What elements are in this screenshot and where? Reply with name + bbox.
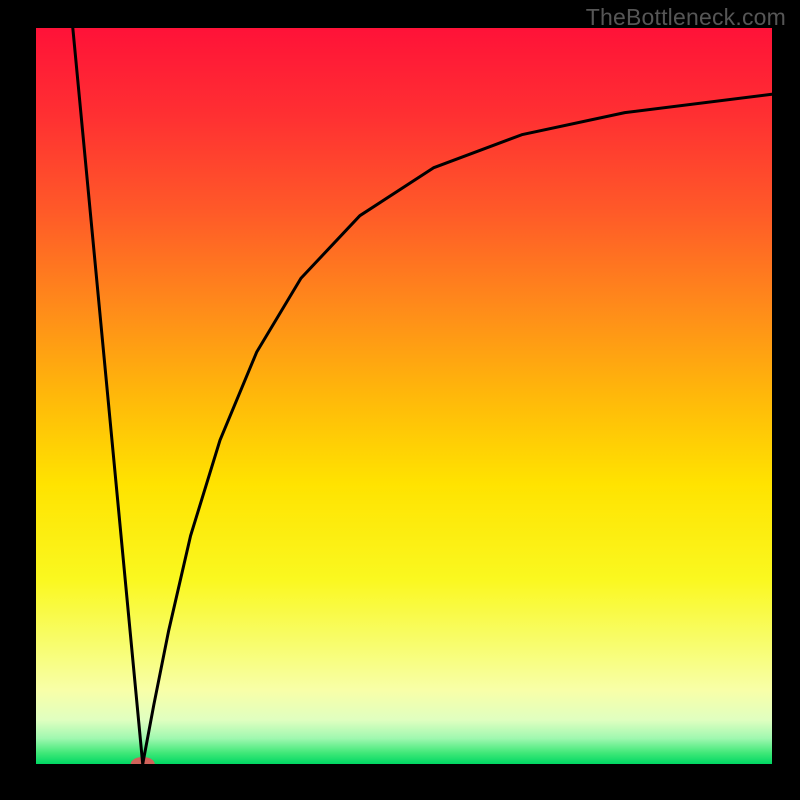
curve-layer [0, 0, 800, 800]
watermark-text: TheBottleneck.com [586, 4, 786, 31]
bottleneck-curve [73, 28, 772, 764]
chart-frame: TheBottleneck.com [0, 0, 800, 800]
